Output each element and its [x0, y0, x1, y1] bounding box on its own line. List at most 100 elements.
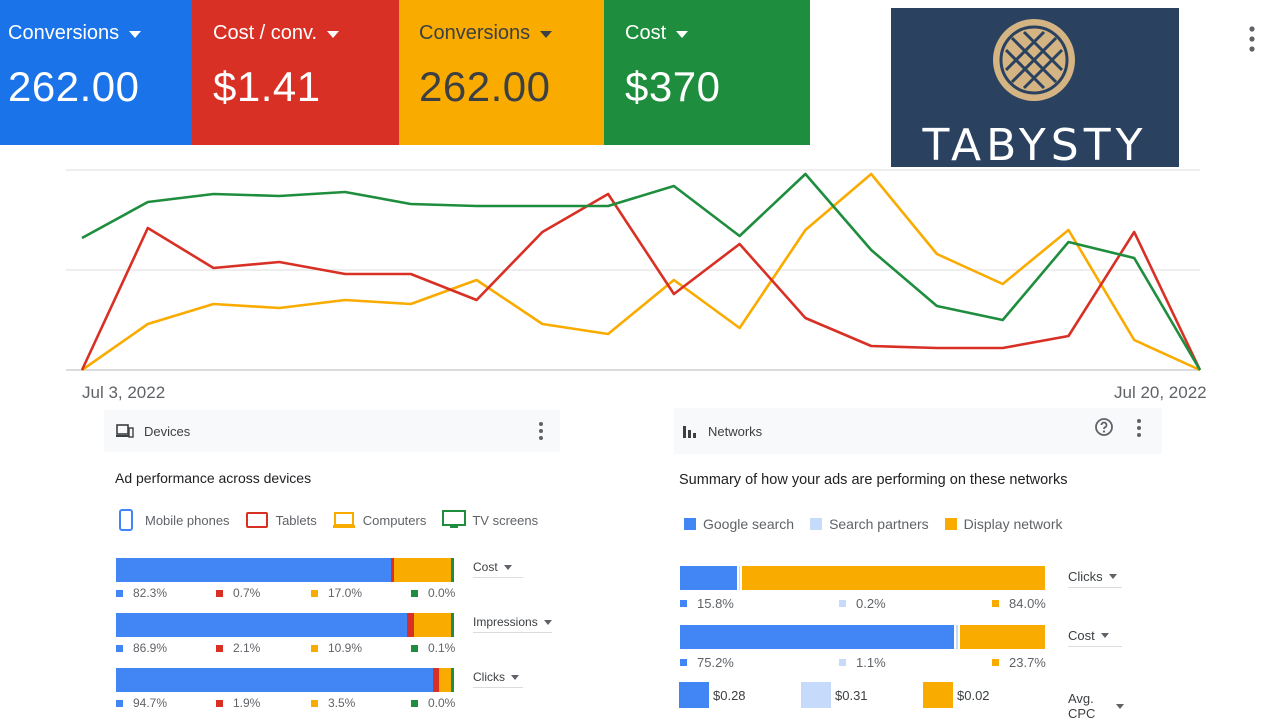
share-dot	[839, 600, 846, 607]
share-dot	[311, 589, 318, 597]
devices-legend: Mobile phones Tablets Computers TV scree…	[117, 509, 554, 531]
share-value: 0.2%	[856, 596, 886, 611]
computer-icon	[332, 512, 355, 528]
more-options-icon[interactable]	[1240, 22, 1264, 56]
legend-item-mobile[interactable]: Mobile phones	[117, 509, 230, 531]
share-value: 84.0%	[1009, 596, 1046, 611]
caret-down-icon	[1108, 574, 1117, 579]
legend-label: Search partners	[829, 516, 929, 532]
bar-segment	[394, 558, 452, 582]
mobile-phone-icon	[119, 509, 133, 531]
share-dot	[311, 644, 318, 652]
caret-down-icon	[129, 31, 142, 38]
bar-segment	[414, 613, 452, 637]
legend-label: Tablets	[275, 512, 317, 528]
networks-more-icon[interactable]	[1129, 416, 1149, 440]
brand-logo: TABYSTY	[891, 8, 1179, 171]
share-value: 86.9%	[133, 641, 168, 655]
share-value: 3.5%	[328, 696, 356, 710]
legend-swatch	[944, 518, 957, 530]
metric-selector[interactable]: Cost / conv.	[213, 22, 399, 45]
devices-panel-header: Devices	[104, 410, 560, 452]
share-dot	[680, 659, 687, 666]
legend-item-search-partners[interactable]: Search partners	[810, 516, 929, 532]
bar-segment	[737, 566, 741, 590]
networks-subtitle: Summary of how your ads are performing o…	[679, 472, 1068, 488]
bar-segment	[116, 613, 408, 637]
series-line-2	[81, 172, 1201, 372]
series-line-0	[81, 172, 1202, 371]
share-value: 0.0%	[428, 696, 456, 710]
share-label: 75.2%	[680, 655, 734, 670]
metric-selector-label: Cost	[473, 560, 498, 574]
bar-segment	[451, 558, 454, 582]
metric-selector-label: Clicks	[1068, 569, 1103, 584]
cpc-value: $0.31	[835, 687, 868, 703]
caret-down-icon	[676, 31, 689, 38]
share-value: 0.1%	[428, 641, 456, 655]
performance-line-chart	[66, 169, 1202, 372]
metric-selector[interactable]: Cost	[473, 560, 523, 578]
bar-segment	[391, 558, 395, 582]
bar-segment	[116, 558, 392, 582]
metric-tile-conversions[interactable]: Conversions 262.00	[0, 0, 192, 145]
share-label: 3.5%	[311, 696, 355, 710]
caret-down-icon	[327, 31, 340, 38]
bar-segment	[451, 613, 454, 637]
legend-item-tablets[interactable]: Tablets	[245, 511, 317, 529]
share-label: 94.7%	[116, 696, 167, 710]
share-label: 0.0%	[411, 586, 455, 600]
metric-selector[interactable]: Cost	[1068, 628, 1122, 647]
caret-down-icon	[1116, 703, 1124, 709]
metric-selector[interactable]: Conversions	[8, 22, 192, 45]
networks-metric-selector-avg-cpc[interactable]: Avg. CPC	[1068, 691, 1124, 720]
share-label: 1.9%	[216, 696, 260, 710]
share-dot	[839, 659, 846, 666]
metric-selector[interactable]: Cost	[625, 22, 810, 45]
metric-selector[interactable]: Clicks	[1068, 569, 1122, 588]
legend-label: Mobile phones	[145, 512, 230, 528]
share-label: 0.7%	[216, 586, 260, 600]
metric-tile-cost-per-conv[interactable]: Cost / conv. $1.41	[192, 0, 399, 145]
metric-value: $370	[625, 63, 721, 110]
bar-segment	[432, 668, 440, 692]
caret-down-icon	[540, 31, 553, 38]
metric-tile-cost[interactable]: Cost $370	[604, 0, 810, 145]
share-dot	[216, 589, 223, 597]
legend-label: TV screens	[472, 512, 539, 528]
metric-value: 262.00	[419, 63, 551, 110]
devices-more-icon[interactable]	[531, 419, 551, 443]
share-label: 23.7%	[992, 655, 1046, 670]
legend-item-google-search[interactable]: Google search	[684, 516, 794, 532]
metric-selector[interactable]: Conversions	[419, 22, 604, 45]
share-label: 86.9%	[116, 641, 167, 655]
metric-tile-conversions-2[interactable]: Conversions 262.00	[399, 0, 604, 145]
stacked-bar	[680, 625, 1045, 649]
share-label: 17.0%	[311, 586, 362, 600]
legend-label: Google search	[703, 516, 795, 532]
bar-segment	[740, 566, 1045, 590]
metric-selector[interactable]: Clicks	[473, 670, 523, 688]
share-label: 84.0%	[992, 596, 1046, 611]
metric-label: Cost	[625, 22, 667, 44]
devices-subtitle: Ad performance across devices	[115, 470, 312, 486]
cpc-swatch	[923, 682, 953, 708]
legend-item-computers[interactable]: Computers	[332, 511, 426, 529]
bar-segment	[680, 566, 738, 590]
metric-selector[interactable]: Impressions	[473, 615, 552, 633]
share-label: 2.1%	[216, 641, 260, 655]
help-icon[interactable]	[1094, 417, 1114, 437]
legend-item-tv[interactable]: TV screens	[442, 510, 538, 530]
share-label: 0.0%	[411, 696, 455, 710]
cpc-value: $0.02	[957, 687, 990, 703]
share-dot	[116, 644, 123, 652]
legend-item-display-network[interactable]: Display network	[944, 516, 1063, 532]
chart-series	[80, 172, 1202, 372]
metric-selector-label: Clicks	[473, 670, 505, 684]
share-dot	[411, 644, 418, 652]
metric-label: Cost / conv.	[213, 22, 318, 44]
logo-emblem-icon	[993, 19, 1075, 101]
bar-segment	[958, 625, 1045, 649]
share-value: 23.7%	[1009, 655, 1046, 670]
